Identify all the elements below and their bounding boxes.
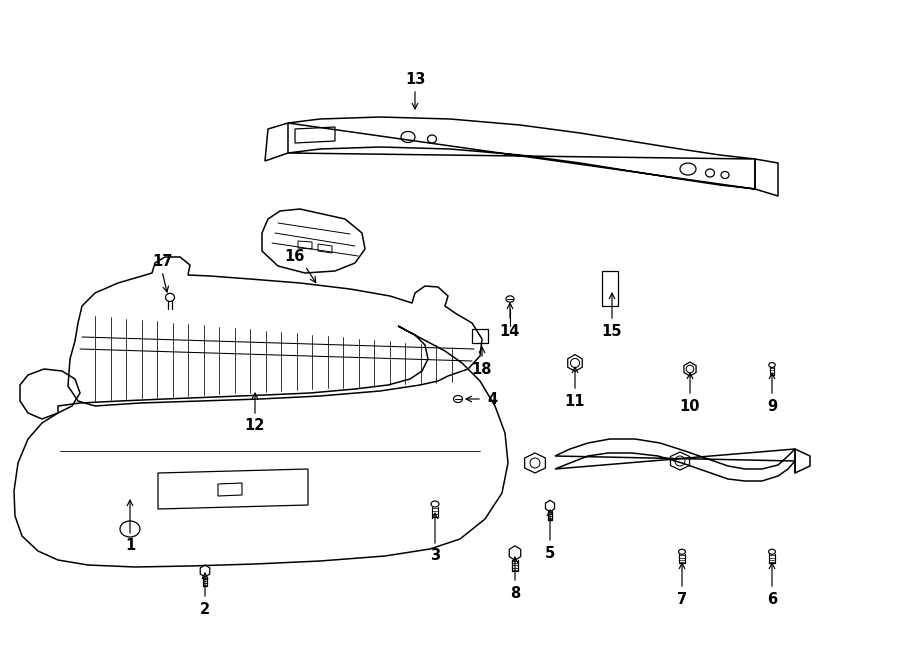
- Text: 5: 5: [544, 545, 555, 561]
- Text: 17: 17: [152, 254, 172, 268]
- Text: 13: 13: [405, 71, 425, 87]
- Text: 8: 8: [510, 586, 520, 600]
- Text: 7: 7: [677, 592, 687, 607]
- Text: 3: 3: [430, 549, 440, 563]
- Text: 10: 10: [680, 399, 700, 414]
- Text: 18: 18: [472, 362, 492, 377]
- Text: 11: 11: [565, 393, 585, 408]
- Text: 2: 2: [200, 602, 210, 617]
- Text: 6: 6: [767, 592, 777, 607]
- Text: 14: 14: [500, 323, 520, 338]
- Text: 9: 9: [767, 399, 777, 414]
- Text: 15: 15: [602, 323, 622, 338]
- Text: 4: 4: [487, 391, 497, 407]
- Text: 16: 16: [284, 249, 305, 264]
- Text: 1: 1: [125, 539, 135, 553]
- Text: 12: 12: [245, 418, 266, 434]
